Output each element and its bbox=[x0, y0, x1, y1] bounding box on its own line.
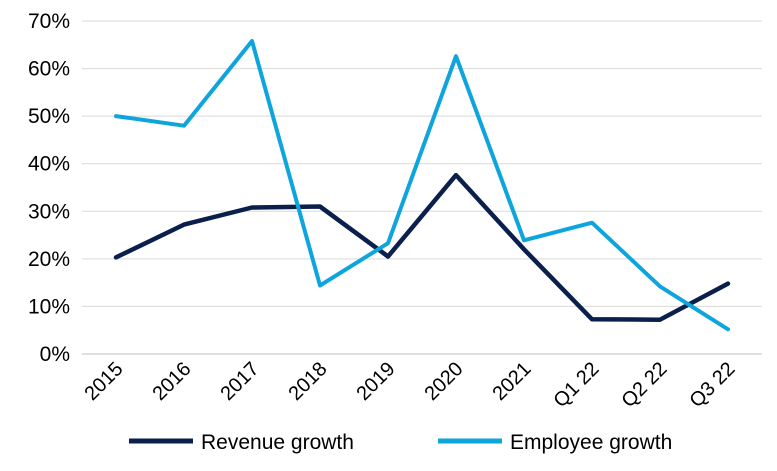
y-tick-label: 60% bbox=[28, 58, 70, 81]
x-tick-label: 2021 bbox=[489, 358, 536, 405]
x-tick-label: 2017 bbox=[217, 358, 264, 405]
y-tick-label: 30% bbox=[28, 200, 70, 223]
y-tick-label: 10% bbox=[28, 295, 70, 318]
y-tick-label: 70% bbox=[28, 10, 70, 33]
series-lines bbox=[116, 41, 728, 329]
x-tick-label: 2015 bbox=[81, 358, 128, 405]
x-axis-tick-labels: 2015 2016 2017 2018 2019 2020 2021 Q1 22 Q2 22 Q3… bbox=[81, 358, 740, 412]
x-tick-label: 2016 bbox=[149, 358, 196, 405]
x-tick-label: 2020 bbox=[421, 358, 468, 405]
y-tick-label: 0% bbox=[40, 343, 70, 366]
y-tick-label: 20% bbox=[28, 248, 70, 271]
legend-label-revenue-growth: Revenue growth bbox=[201, 431, 354, 454]
employee-growth-line bbox=[116, 41, 728, 329]
gridlines bbox=[82, 21, 762, 354]
x-tick-label: 2018 bbox=[285, 358, 332, 405]
legend: Revenue growth Employee growth bbox=[129, 431, 672, 454]
y-tick-label: 40% bbox=[28, 153, 70, 176]
y-tick-label: 50% bbox=[28, 105, 70, 128]
y-axis-tick-labels: 0% 10% 20% 30% 40% 50% 60% 70% bbox=[28, 10, 70, 366]
x-tick-label: Q3 22 bbox=[685, 358, 739, 412]
x-tick-label: 2019 bbox=[353, 358, 400, 405]
x-tick-label: Q2 22 bbox=[617, 358, 671, 412]
revenue-growth-line bbox=[116, 175, 728, 320]
legend-label-employee-growth: Employee growth bbox=[510, 431, 672, 454]
x-tick-label: Q1 22 bbox=[549, 358, 603, 412]
